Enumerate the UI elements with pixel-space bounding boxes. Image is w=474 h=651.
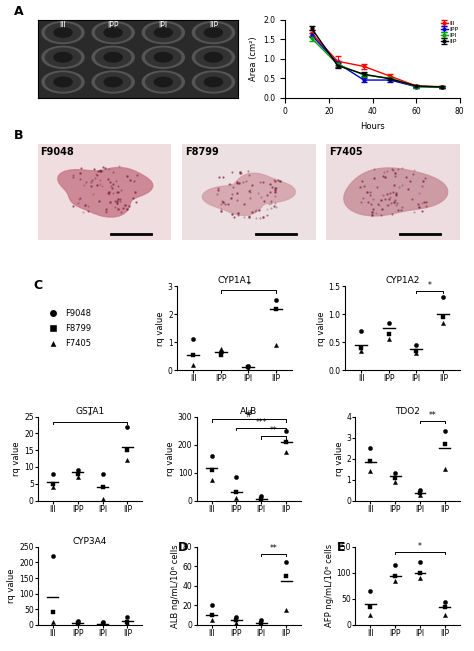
Circle shape — [154, 77, 173, 87]
Circle shape — [196, 23, 231, 42]
Text: ***: *** — [255, 418, 267, 427]
Polygon shape — [344, 168, 448, 216]
Text: IIP: IIP — [209, 21, 218, 31]
Text: IPI: IPI — [159, 21, 168, 31]
Circle shape — [54, 53, 72, 62]
Circle shape — [142, 46, 184, 68]
Circle shape — [142, 71, 184, 93]
Y-axis label: rq value: rq value — [8, 569, 17, 603]
Y-axis label: ALB ng/mL/10⁶ cells: ALB ng/mL/10⁶ cells — [171, 544, 180, 628]
Circle shape — [204, 53, 222, 62]
Circle shape — [42, 71, 84, 93]
Text: IPP: IPP — [108, 21, 119, 31]
Title: TDO2: TDO2 — [395, 407, 420, 416]
Circle shape — [92, 71, 134, 93]
Circle shape — [192, 71, 235, 93]
Circle shape — [104, 28, 122, 37]
Circle shape — [146, 23, 181, 42]
Text: III: III — [60, 21, 66, 31]
Circle shape — [192, 46, 235, 68]
Text: F8799: F8799 — [16, 55, 36, 60]
Circle shape — [104, 77, 122, 87]
Title: CYP1A2: CYP1A2 — [385, 277, 419, 285]
Text: F7405: F7405 — [16, 79, 36, 85]
Title: CYP3A4: CYP3A4 — [73, 537, 107, 546]
Title: CYP1A1: CYP1A1 — [217, 277, 252, 285]
Circle shape — [104, 53, 122, 62]
Circle shape — [204, 77, 222, 87]
Circle shape — [196, 48, 231, 66]
Circle shape — [46, 23, 81, 42]
Y-axis label: Area (cm²): Area (cm²) — [249, 36, 258, 81]
Text: F9048: F9048 — [16, 30, 36, 35]
Circle shape — [96, 48, 131, 66]
Circle shape — [204, 28, 222, 37]
Y-axis label: rq value: rq value — [317, 311, 326, 346]
Text: #: # — [246, 409, 252, 419]
Text: *: * — [88, 412, 92, 421]
Legend: F9048, F8799, F7405: F9048, F8799, F7405 — [41, 305, 95, 351]
Y-axis label: rq value: rq value — [12, 441, 21, 476]
Text: *: * — [418, 542, 422, 551]
Text: F7405: F7405 — [329, 146, 363, 157]
Y-axis label: rq value: rq value — [156, 311, 165, 346]
Circle shape — [154, 53, 173, 62]
Text: **: ** — [270, 426, 278, 436]
Text: **: ** — [428, 411, 436, 420]
Circle shape — [42, 46, 84, 68]
Polygon shape — [58, 167, 153, 217]
Circle shape — [142, 21, 184, 44]
Y-axis label: rq value: rq value — [335, 441, 344, 476]
Circle shape — [192, 21, 235, 44]
Text: **: ** — [270, 544, 278, 553]
Title: GSTA1: GSTA1 — [75, 407, 105, 416]
Circle shape — [146, 73, 181, 91]
Title: ALB: ALB — [240, 407, 257, 416]
Circle shape — [42, 21, 84, 44]
Circle shape — [196, 73, 231, 91]
Circle shape — [154, 28, 173, 37]
Text: F9048: F9048 — [41, 146, 74, 157]
Y-axis label: rq value: rq value — [166, 441, 175, 476]
Circle shape — [54, 77, 72, 87]
Text: *: * — [246, 281, 250, 290]
Text: D: D — [178, 540, 188, 553]
Text: C: C — [34, 279, 43, 292]
Y-axis label: AFP ng/mL/10⁶ cells: AFP ng/mL/10⁶ cells — [325, 544, 334, 628]
Text: *: * — [428, 281, 432, 290]
Text: E: E — [337, 540, 345, 553]
Text: F8799: F8799 — [185, 146, 219, 157]
X-axis label: Hours: Hours — [360, 122, 385, 131]
Circle shape — [96, 23, 131, 42]
Circle shape — [96, 73, 131, 91]
Polygon shape — [202, 173, 295, 215]
Circle shape — [146, 48, 181, 66]
Circle shape — [46, 48, 81, 66]
Circle shape — [92, 21, 134, 44]
Legend: III, IPP, IPI, IIP: III, IPP, IPI, IIP — [441, 21, 458, 44]
Text: B: B — [14, 129, 23, 142]
Text: A: A — [14, 5, 24, 18]
Circle shape — [54, 28, 72, 37]
Circle shape — [46, 73, 81, 91]
Circle shape — [92, 46, 134, 68]
